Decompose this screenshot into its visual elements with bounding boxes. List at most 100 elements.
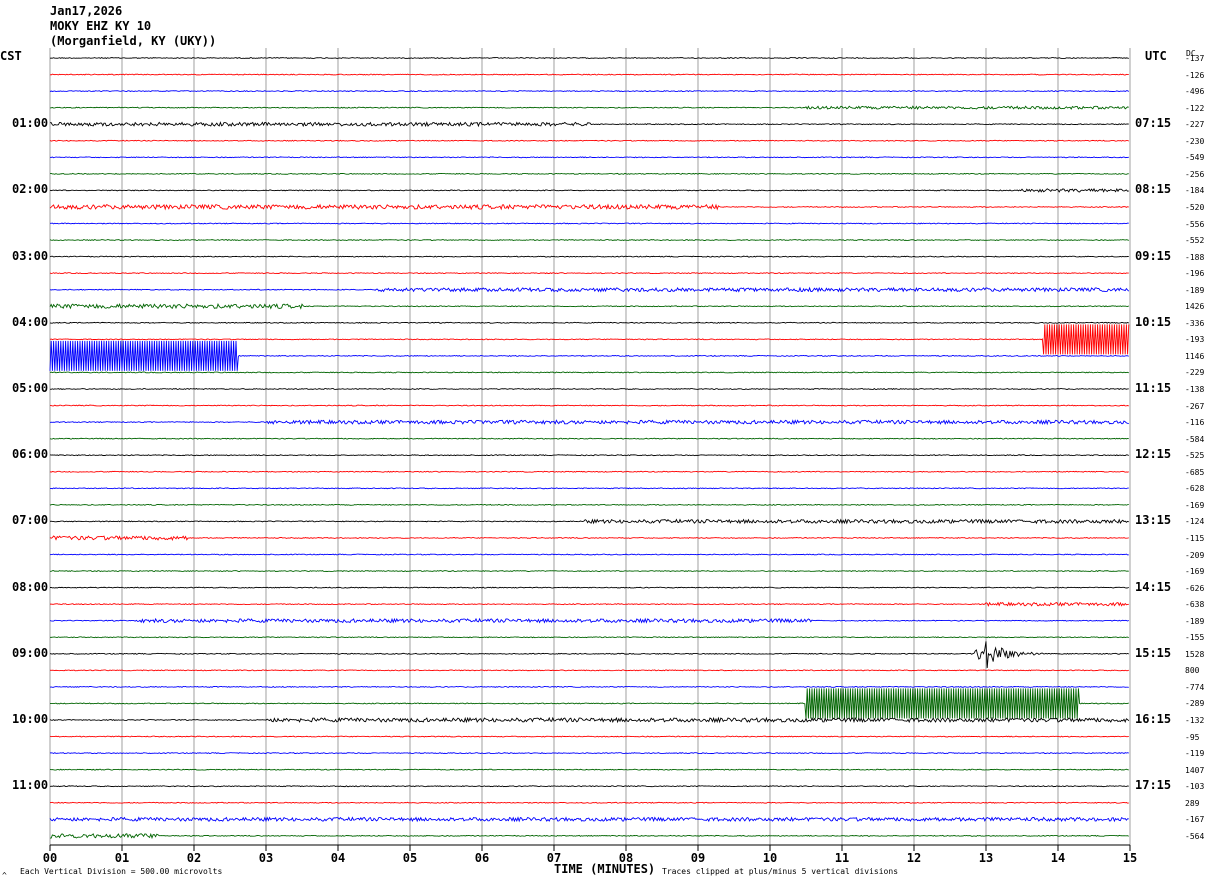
trace-line bbox=[49, 816, 1129, 823]
dc-label: DC bbox=[1186, 49, 1196, 58]
trace-line bbox=[49, 239, 1129, 242]
dc-offset-label: -256 bbox=[1185, 169, 1205, 179]
x-tick-label: 09 bbox=[691, 851, 705, 865]
trace-line bbox=[49, 570, 1129, 573]
right-time-label: 07:15 bbox=[1135, 116, 1172, 131]
plot-grid bbox=[49, 48, 1131, 846]
trace-line bbox=[49, 601, 1129, 607]
date-label: Jan17,2026 bbox=[50, 4, 123, 18]
trace-line bbox=[49, 586, 1129, 589]
dc-offset-label: -189 bbox=[1185, 285, 1205, 295]
left-time-label: 03:00 bbox=[12, 248, 49, 263]
clip-note: Traces clipped at plus/minus 5 vertical … bbox=[662, 867, 899, 876]
seismic-traces bbox=[49, 57, 1130, 840]
dc-offset-label: -626 bbox=[1185, 583, 1205, 593]
dc-offset-label: -188 bbox=[1185, 252, 1205, 262]
trace-line bbox=[49, 768, 1129, 771]
trace-line bbox=[49, 172, 1129, 175]
dc-offset-label: -115 bbox=[1185, 533, 1205, 543]
dc-offset-label: 800 bbox=[1185, 666, 1200, 676]
dc-offset-label: -685 bbox=[1185, 467, 1205, 477]
x-axis-ticks: 00 01 02 03 04 05 06 07 08 09 10 11 12 13 14 15 bbox=[43, 845, 1137, 865]
left-time-label: 05:00 bbox=[12, 381, 49, 395]
trace-line bbox=[49, 302, 1130, 310]
dc-offset-label: -138 bbox=[1185, 385, 1205, 394]
dc-offset-label: -116 bbox=[1185, 418, 1205, 428]
dc-offset-label: -184 bbox=[1185, 186, 1205, 196]
trace-line bbox=[49, 735, 1129, 738]
dc-offset-label: -95 bbox=[1185, 732, 1200, 742]
dc-offset-label: -132 bbox=[1185, 716, 1205, 725]
dc-offset-label: -549 bbox=[1185, 153, 1205, 163]
trace-line bbox=[49, 203, 1129, 211]
trace-line bbox=[49, 340, 1129, 371]
dc-offset-label: -193 bbox=[1185, 335, 1205, 345]
dc-offset-label: -267 bbox=[1185, 401, 1205, 411]
trace-line bbox=[49, 255, 1129, 258]
x-tick-label: 10 bbox=[763, 851, 777, 865]
right-time-label: 15:15 bbox=[1135, 645, 1172, 660]
x-tick-label: 07 bbox=[547, 851, 561, 865]
dc-offset-label: 1528 bbox=[1185, 649, 1205, 659]
left-time-label: 10:00 bbox=[12, 712, 49, 726]
left-time-label: 06:00 bbox=[12, 447, 49, 462]
x-tick-label: 02 bbox=[187, 851, 201, 865]
dc-offset-label: -552 bbox=[1185, 236, 1205, 246]
trace-line bbox=[49, 73, 1129, 76]
trace-line bbox=[49, 324, 1130, 355]
trace-line bbox=[49, 688, 1129, 719]
dc-offset-label: -336 bbox=[1185, 318, 1205, 328]
trace-line bbox=[49, 437, 1129, 440]
trace-line bbox=[49, 121, 1129, 128]
left-time-label: 11:00 bbox=[12, 778, 49, 793]
trace-line bbox=[49, 139, 1129, 142]
right-time-label: 16:15 bbox=[1135, 712, 1172, 726]
trace-line bbox=[49, 272, 1129, 275]
dc-offset-label: -196 bbox=[1185, 269, 1205, 279]
trace-line bbox=[49, 785, 1129, 788]
trace-line bbox=[49, 617, 1130, 624]
right-time-label: 13:15 bbox=[1135, 513, 1172, 528]
trace-line bbox=[49, 454, 1129, 457]
dc-offset-label: -124 bbox=[1185, 517, 1205, 527]
x-tick-label: 03 bbox=[259, 851, 273, 865]
x-tick-label: 04 bbox=[331, 851, 345, 865]
trace-line bbox=[49, 641, 1129, 669]
trace-line bbox=[49, 832, 1129, 840]
trace-line bbox=[49, 553, 1129, 556]
dc-offset-label: -564 bbox=[1185, 831, 1205, 841]
right-axis-title: UTC bbox=[1145, 49, 1167, 63]
dc-offset-label: -169 bbox=[1185, 567, 1205, 577]
right-time-label: 12:15 bbox=[1135, 447, 1172, 462]
dc-offset-label: -638 bbox=[1185, 600, 1205, 610]
left-axis-title: CST bbox=[0, 49, 22, 63]
left-time-label: 08:00 bbox=[12, 579, 49, 594]
dc-offset-label: -774 bbox=[1185, 682, 1205, 692]
x-tick-label: 13 bbox=[979, 851, 993, 865]
x-axis-label: TIME (MINUTES) bbox=[554, 862, 656, 876]
trace-line bbox=[49, 470, 1129, 473]
trace-line bbox=[49, 404, 1129, 407]
dc-offset-label: -122 bbox=[1185, 103, 1205, 113]
trace-line bbox=[49, 105, 1129, 111]
dc-offset-label: -137 bbox=[1185, 54, 1205, 63]
x-tick-label: 08 bbox=[619, 851, 633, 865]
right-time-label: 08:15 bbox=[1135, 182, 1172, 197]
dc-offset-label: -169 bbox=[1185, 500, 1205, 510]
dc-offset-label: 1426 bbox=[1185, 302, 1205, 312]
trace-line bbox=[49, 371, 1129, 374]
dc-offset-label: -189 bbox=[1185, 616, 1205, 626]
dc-offset-label: -230 bbox=[1185, 136, 1205, 146]
corner-mark: ^ bbox=[2, 871, 7, 880]
dc-offset-label: -289 bbox=[1185, 699, 1205, 709]
right-time-label: 10:15 bbox=[1135, 314, 1172, 329]
trace-line bbox=[49, 222, 1129, 225]
dc-offset-label: -103 bbox=[1185, 782, 1205, 792]
dc-offset-label: -584 bbox=[1185, 434, 1205, 444]
location-label: (Morganfield, KY (UKY)) bbox=[50, 34, 217, 48]
x-tick-label: 15 bbox=[1123, 851, 1137, 865]
trace-line bbox=[49, 636, 1129, 639]
dc-offset-label: 1146 bbox=[1185, 351, 1205, 361]
trace-line bbox=[49, 752, 1129, 755]
left-time-label: 04:00 bbox=[12, 314, 49, 329]
